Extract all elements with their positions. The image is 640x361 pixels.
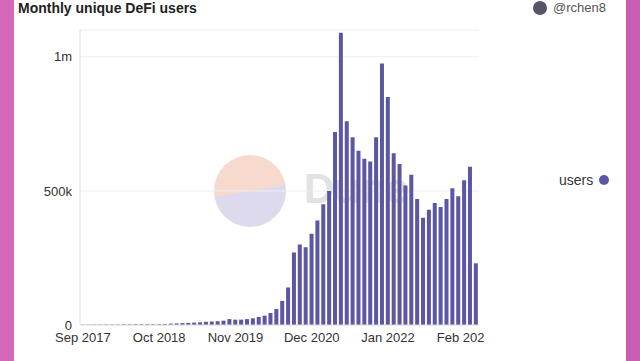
svg-text:Feb 2023: Feb 2023 [437,330,484,345]
html-text:@rchen8: @rchen8 [553,0,606,15]
svg-text:1m: 1m [54,49,72,64]
svg-text:Sep 2017: Sep 2017 [55,330,111,345]
html-text:users: users [559,172,594,188]
svg-text:Oct 2018: Oct 2018 [133,330,186,345]
svg-text:0: 0 [65,318,72,333]
svg-text:500k: 500k [44,184,73,199]
html-text:Monthly unique DeFi users: Monthly unique DeFi users [18,0,197,16]
html-text:Dune: Dune [304,165,409,212]
svg-text:Jan 2022: Jan 2022 [361,330,415,345]
svg-text:Nov 2019: Nov 2019 [208,330,264,345]
svg-text:Dec 2020: Dec 2020 [284,330,340,345]
